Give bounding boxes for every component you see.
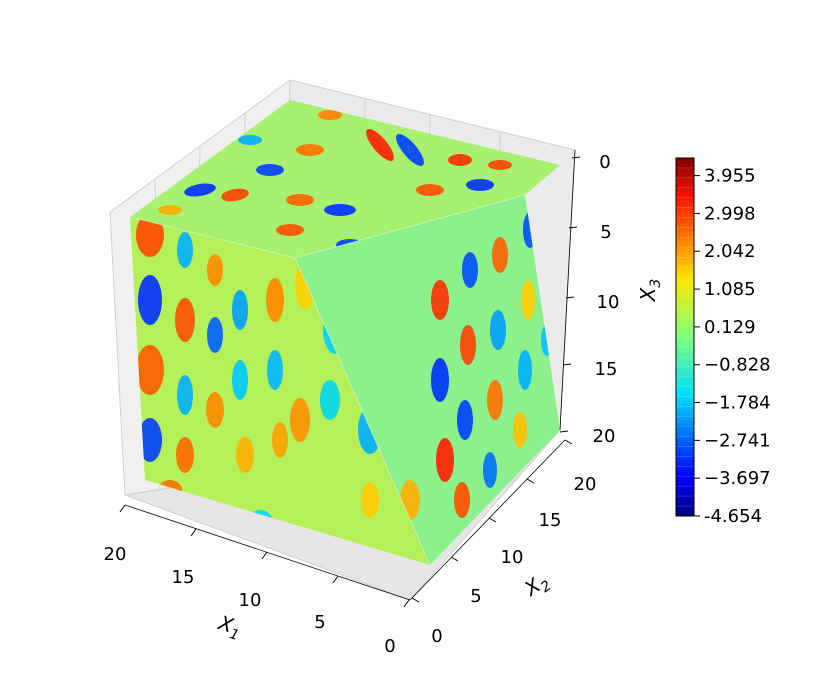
colorbar-tick-label: 2.042 [704,241,756,262]
x1-tick-label: 20 [104,544,127,565]
x3-tick-label: 15 [595,359,618,380]
colorbar-tick-label: 3.955 [704,166,756,187]
x2-axis-label: X2 [519,568,554,605]
colorbar: 3.955 2.998 2.042 1.085 0.129 −0.828 −1.784 −2.… [675,157,771,527]
colorbar-tick-label: -4.654 [704,506,762,527]
colorbar-tick-label: 1.085 [704,279,756,300]
colorbar-tick-label: 2.998 [704,203,756,224]
x2-tick-label: 0 [431,626,442,647]
x3-tick-label: 10 [597,292,620,313]
colorbar-tick-label: −2.741 [704,430,771,451]
x2-tick-label: 15 [539,510,562,531]
colorbar-tick-label: −3.697 [704,468,771,489]
colorbar-gradient [676,158,694,516]
colorbar-band-lines [676,167,694,507]
x2-tick-label: 5 [470,586,481,607]
x3-ticks [559,156,581,433]
x1-tick-label: 0 [384,636,395,657]
colorbar-tick-label: −0.828 [704,355,771,376]
colorbar-ticks: 3.955 2.998 2.042 1.085 0.129 −0.828 −1.784 −2.… [694,166,771,527]
x3-axis-label: X3 [636,279,664,303]
colorbar-tick-label: −1.784 [704,393,771,414]
colorbar-frame [675,157,695,517]
x3-tick-label: 5 [600,222,611,243]
x1-tick-label: 10 [239,590,262,611]
x2-tick-label: 20 [574,474,597,495]
x3-tick-label: 0 [599,152,610,173]
x1-axis-label: X1 [214,610,245,644]
x1-ticks [119,504,410,608]
x2-ticks [411,439,573,603]
x3-tick-label: 20 [593,426,616,447]
cube-edges [129,194,526,566]
colorbar-tick-label: 0.129 [704,317,756,338]
x1-tick-label: 5 [314,612,325,633]
x3-axis: 0 5 10 15 20 X3 [559,149,664,447]
x1-tick-label: 15 [172,567,195,588]
x2-tick-label: 10 [501,547,524,568]
